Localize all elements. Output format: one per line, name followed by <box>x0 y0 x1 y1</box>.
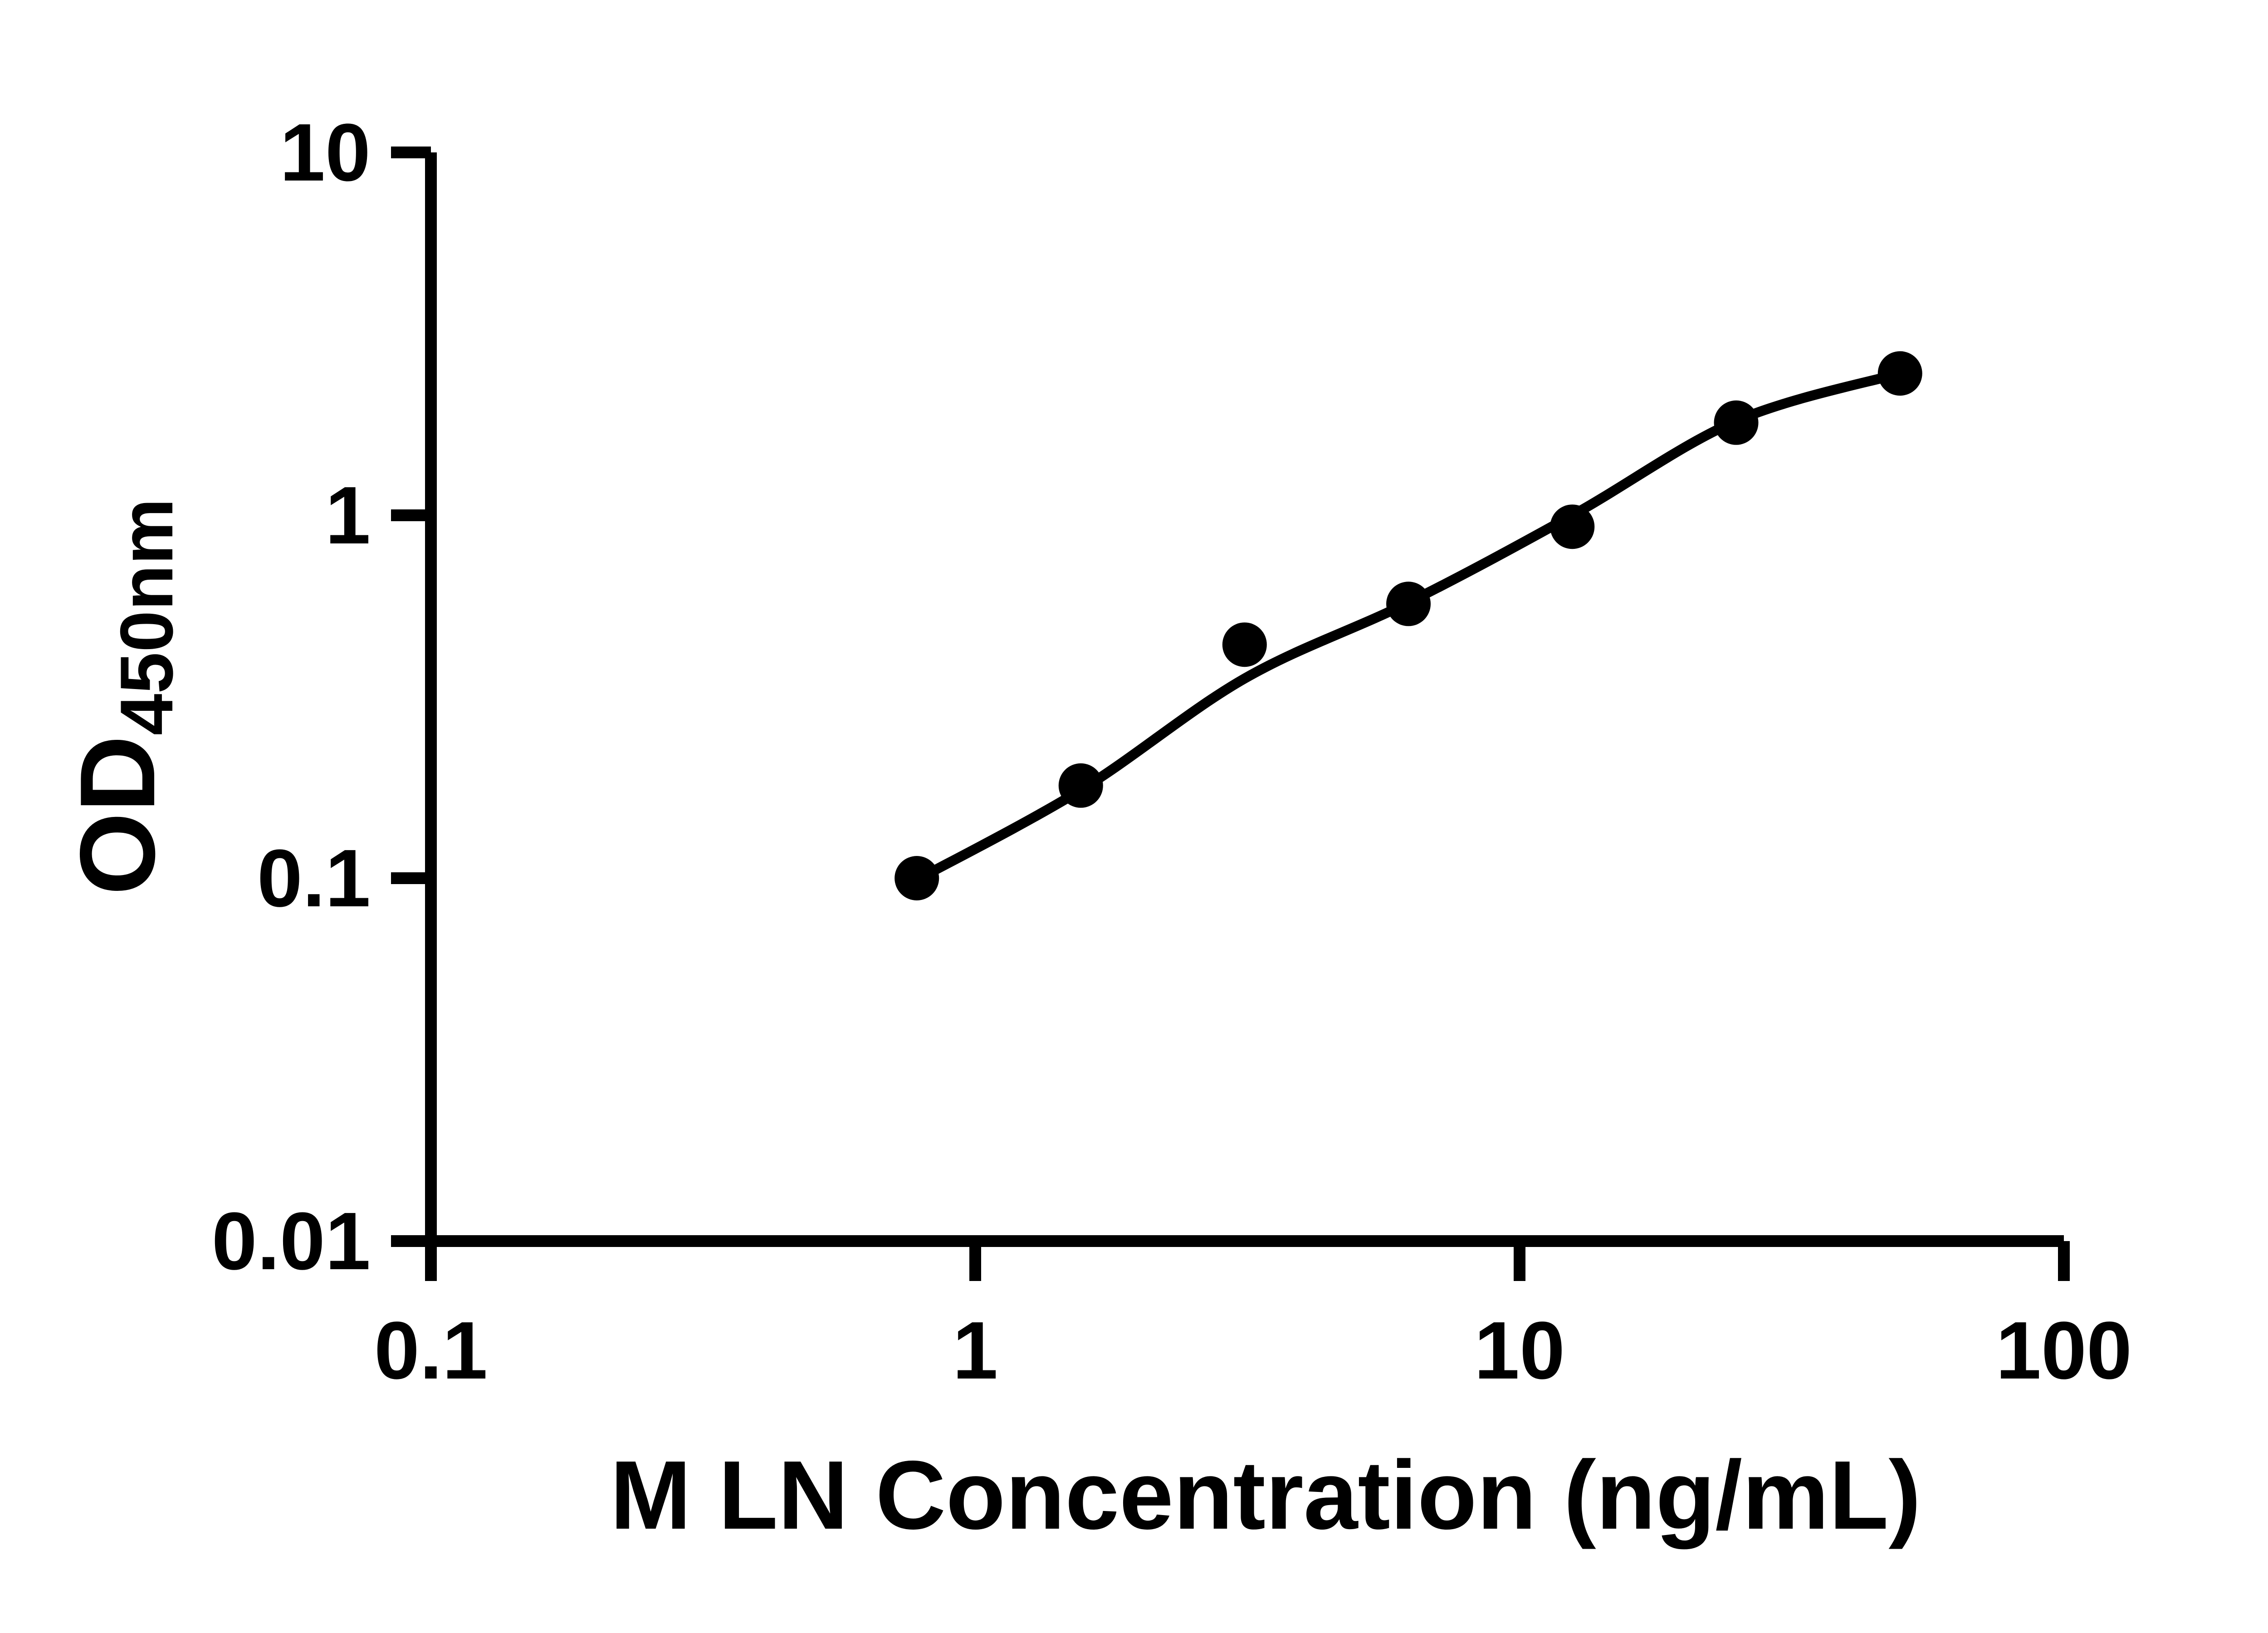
y-axis-title: OD450nm <box>58 498 188 895</box>
y-axis-tick-labels: 0.01 0.1 1 10 <box>212 107 371 1287</box>
y-tick-label: 0.1 <box>257 833 371 924</box>
y-tick-label: 1 <box>325 470 371 561</box>
y-axis-ticks <box>391 147 431 1247</box>
data-point <box>1714 400 1759 445</box>
data-point <box>1877 351 1922 396</box>
data-points <box>894 351 1922 900</box>
data-point <box>1386 582 1431 626</box>
data-point <box>1222 622 1267 667</box>
y-tick-label: 0.01 <box>212 1196 371 1287</box>
x-tick-label: 100 <box>1996 1305 2132 1396</box>
x-tick-label: 10 <box>1474 1305 1565 1396</box>
x-tick-label: 0.1 <box>374 1305 488 1396</box>
x-axis-tick-labels: 0.1 1 10 100 <box>374 1305 2132 1396</box>
y-tick-label: 10 <box>280 107 371 198</box>
x-axis-ticks <box>425 1241 2070 1281</box>
y-axis-title-subscript: 450nm <box>105 498 188 735</box>
x-tick-label: 1 <box>953 1305 998 1396</box>
data-point <box>1058 763 1103 808</box>
x-axis-title: M LN Concentration (ng/mL) <box>610 1440 1921 1550</box>
y-axis-title-main: OD <box>58 735 177 895</box>
standard-curve-line <box>914 368 1901 885</box>
data-point <box>1550 504 1595 549</box>
axis-lines <box>425 152 2064 1247</box>
data-point <box>894 856 939 900</box>
